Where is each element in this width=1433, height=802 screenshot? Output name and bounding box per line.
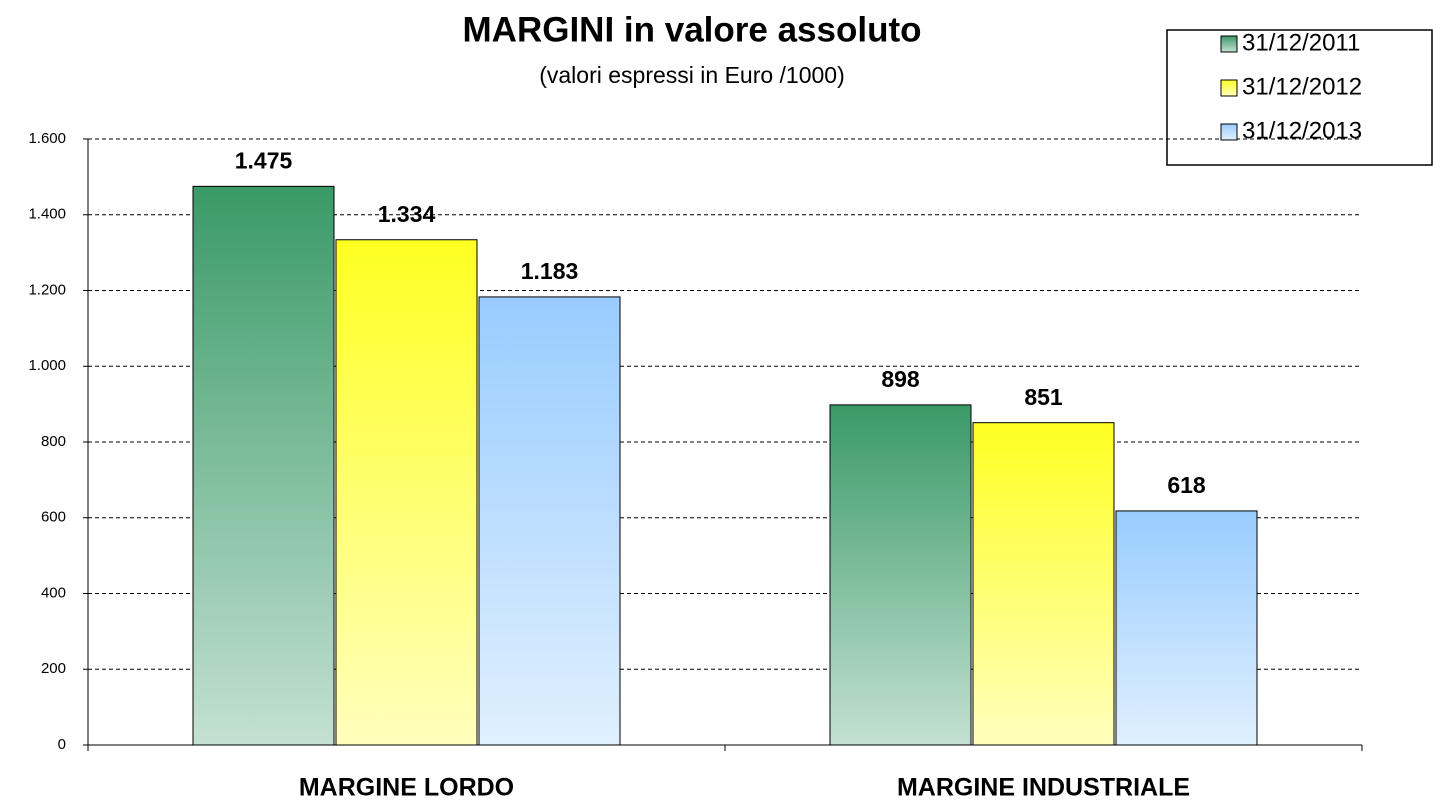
bar bbox=[1115, 510, 1258, 746]
bar bbox=[829, 404, 972, 746]
legend-label: 31/12/2013 bbox=[1242, 117, 1362, 144]
chart-subtitle: (valori espressi in Euro /1000) bbox=[539, 62, 845, 88]
bar bbox=[335, 239, 478, 746]
x-tick-label: MARGINE LORDO bbox=[299, 774, 514, 802]
value-label: 1.475 bbox=[235, 147, 293, 173]
value-label: 1.334 bbox=[378, 201, 436, 227]
chart-title: MARGINI in valore assoluto bbox=[463, 10, 922, 49]
legend-label: 31/12/2012 bbox=[1242, 73, 1362, 100]
legend-label: 31/12/2011 bbox=[1242, 29, 1360, 56]
value-label: 898 bbox=[881, 366, 920, 392]
y-tick-label: 600 bbox=[41, 509, 66, 526]
y-tick-label: 400 bbox=[41, 584, 66, 601]
value-label: 618 bbox=[1167, 472, 1206, 498]
x-tick-label: MARGINE INDUSTRIALE bbox=[897, 774, 1190, 802]
bar bbox=[192, 185, 335, 746]
value-label: 1.183 bbox=[521, 258, 579, 284]
y-tick-label: 800 bbox=[41, 433, 66, 450]
value-label: 851 bbox=[1024, 384, 1063, 410]
y-tick-label: 1.600 bbox=[28, 130, 66, 147]
y-tick-label: 200 bbox=[41, 660, 66, 677]
bar bbox=[972, 422, 1115, 746]
bar bbox=[478, 296, 621, 746]
legend-box bbox=[1166, 29, 1433, 166]
y-tick-label: 0 bbox=[58, 736, 66, 753]
y-tick-label: 1.400 bbox=[28, 206, 66, 223]
legend-swatch bbox=[1220, 123, 1238, 141]
legend-swatch bbox=[1220, 79, 1238, 97]
legend-swatch bbox=[1220, 35, 1238, 53]
y-tick-label: 1.200 bbox=[28, 281, 66, 298]
y-tick-label: 1.000 bbox=[28, 357, 66, 374]
